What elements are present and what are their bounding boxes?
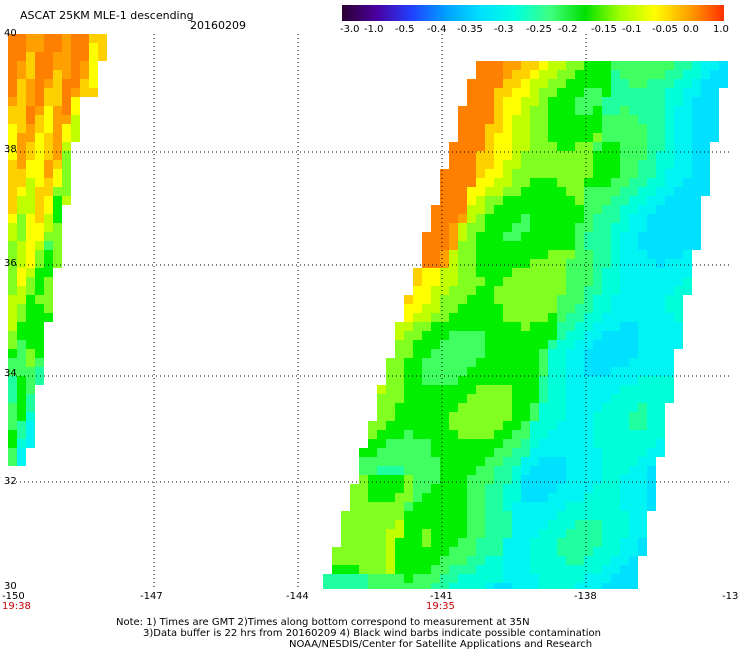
lat-label-38: 38 — [4, 144, 17, 155]
colorbar-tick-label: -0.5 — [395, 24, 415, 35]
colorbar-tick-label: -0.15 — [591, 24, 617, 35]
colorbar-tick-label: 0.0 — [683, 24, 699, 35]
lat-label-32: 32 — [4, 476, 17, 487]
lat-label-36: 36 — [4, 258, 17, 269]
colorbar-tick-label: -3.0 — [340, 24, 360, 35]
lon-label-144: -144 — [286, 591, 309, 602]
time-left: 19:38 — [2, 601, 31, 612]
colorbar-tick-label: 1.0 — [713, 24, 729, 35]
note-line-2: 3)Data buffer is 22 hrs from 20160209 4)… — [143, 628, 601, 639]
lon-label-135: -13 — [722, 591, 739, 602]
colorbar-gradient — [342, 5, 724, 21]
lat-label-40: 40 — [4, 28, 17, 39]
colorbar-tick-label: -0.2 — [558, 24, 578, 35]
swath-cells — [8, 34, 728, 589]
colorbar — [342, 5, 724, 21]
colorbar-tick-label: -0.35 — [457, 24, 483, 35]
colorbar-tick-label: -0.4 — [427, 24, 447, 35]
note-line-3: NOAA/NESDIS/Center for Satellite Applica… — [289, 639, 593, 650]
note-line-1: Note: 1) Times are GMT 2)Times along bot… — [116, 617, 530, 628]
lat-label-30: 30 — [4, 581, 17, 592]
lon-label-141: -141 — [430, 591, 453, 602]
colorbar-tick-label: -0.05 — [652, 24, 678, 35]
lon-label-147: -147 — [140, 591, 163, 602]
lon-label-150: -150 — [2, 591, 25, 602]
lon-label-138: -138 — [574, 591, 597, 602]
graticule — [8, 34, 729, 589]
product-date: 20160209 — [190, 19, 246, 32]
lat-label-34: 34 — [4, 368, 17, 379]
colorbar-tick-label: -0.3 — [494, 24, 514, 35]
colorbar-tick-label: -1.0 — [364, 24, 384, 35]
swath-map — [8, 34, 729, 589]
colorbar-tick-label: -0.25 — [526, 24, 552, 35]
colorbar-tick-label: -0.1 — [622, 24, 642, 35]
time-center: 19:35 — [426, 601, 455, 612]
product-title: ASCAT 25KM MLE-1 descending — [20, 9, 194, 22]
